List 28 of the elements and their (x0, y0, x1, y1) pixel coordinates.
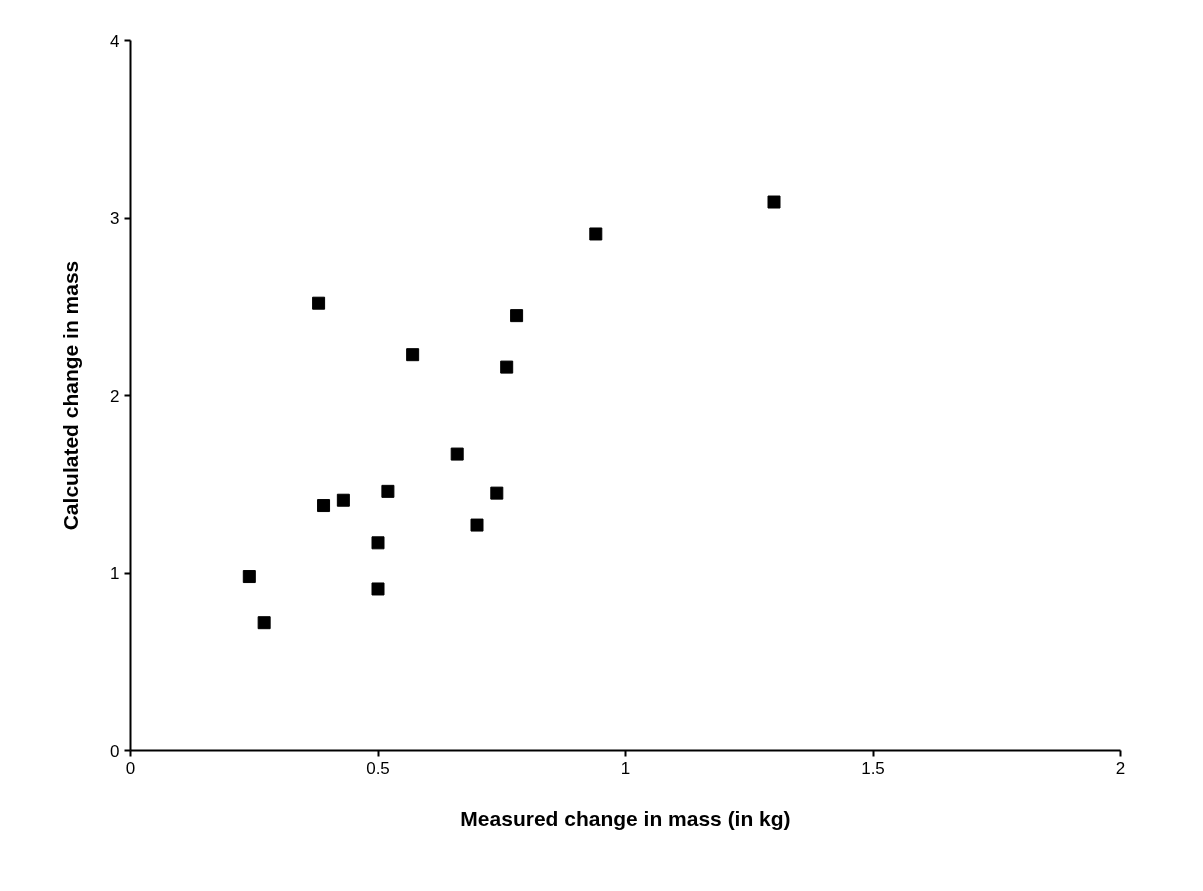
point (312, 296, 326, 310)
point (500, 360, 514, 374)
point (767, 195, 781, 209)
point (336, 493, 350, 507)
point (450, 447, 464, 461)
point (371, 582, 385, 596)
point (406, 348, 420, 362)
y-tick-label: 3 (110, 209, 120, 228)
x-tick-label: 1.5 (861, 758, 885, 778)
x-tick-label: 2 (1115, 758, 1126, 778)
x-axis-title: Measured change in mass (in kg) (460, 806, 791, 830)
x-tick-label: 0.5 (366, 758, 390, 778)
point (490, 486, 504, 500)
y-tick-label: 4 (110, 31, 120, 51)
y-tick-label: 0 (110, 741, 120, 761)
point (589, 227, 603, 241)
x-tick-label: 0 (125, 758, 136, 778)
point (371, 536, 385, 550)
y-tick-label: 2 (110, 386, 120, 406)
point (381, 484, 395, 498)
point (317, 499, 331, 513)
x-tick-label: 1 (620, 758, 631, 778)
point (242, 570, 256, 584)
y-axis-title: Calculated change in mass (59, 260, 83, 531)
point (510, 309, 524, 323)
point (470, 518, 484, 532)
y-tick-label: 1 (110, 564, 120, 583)
point (257, 616, 271, 630)
